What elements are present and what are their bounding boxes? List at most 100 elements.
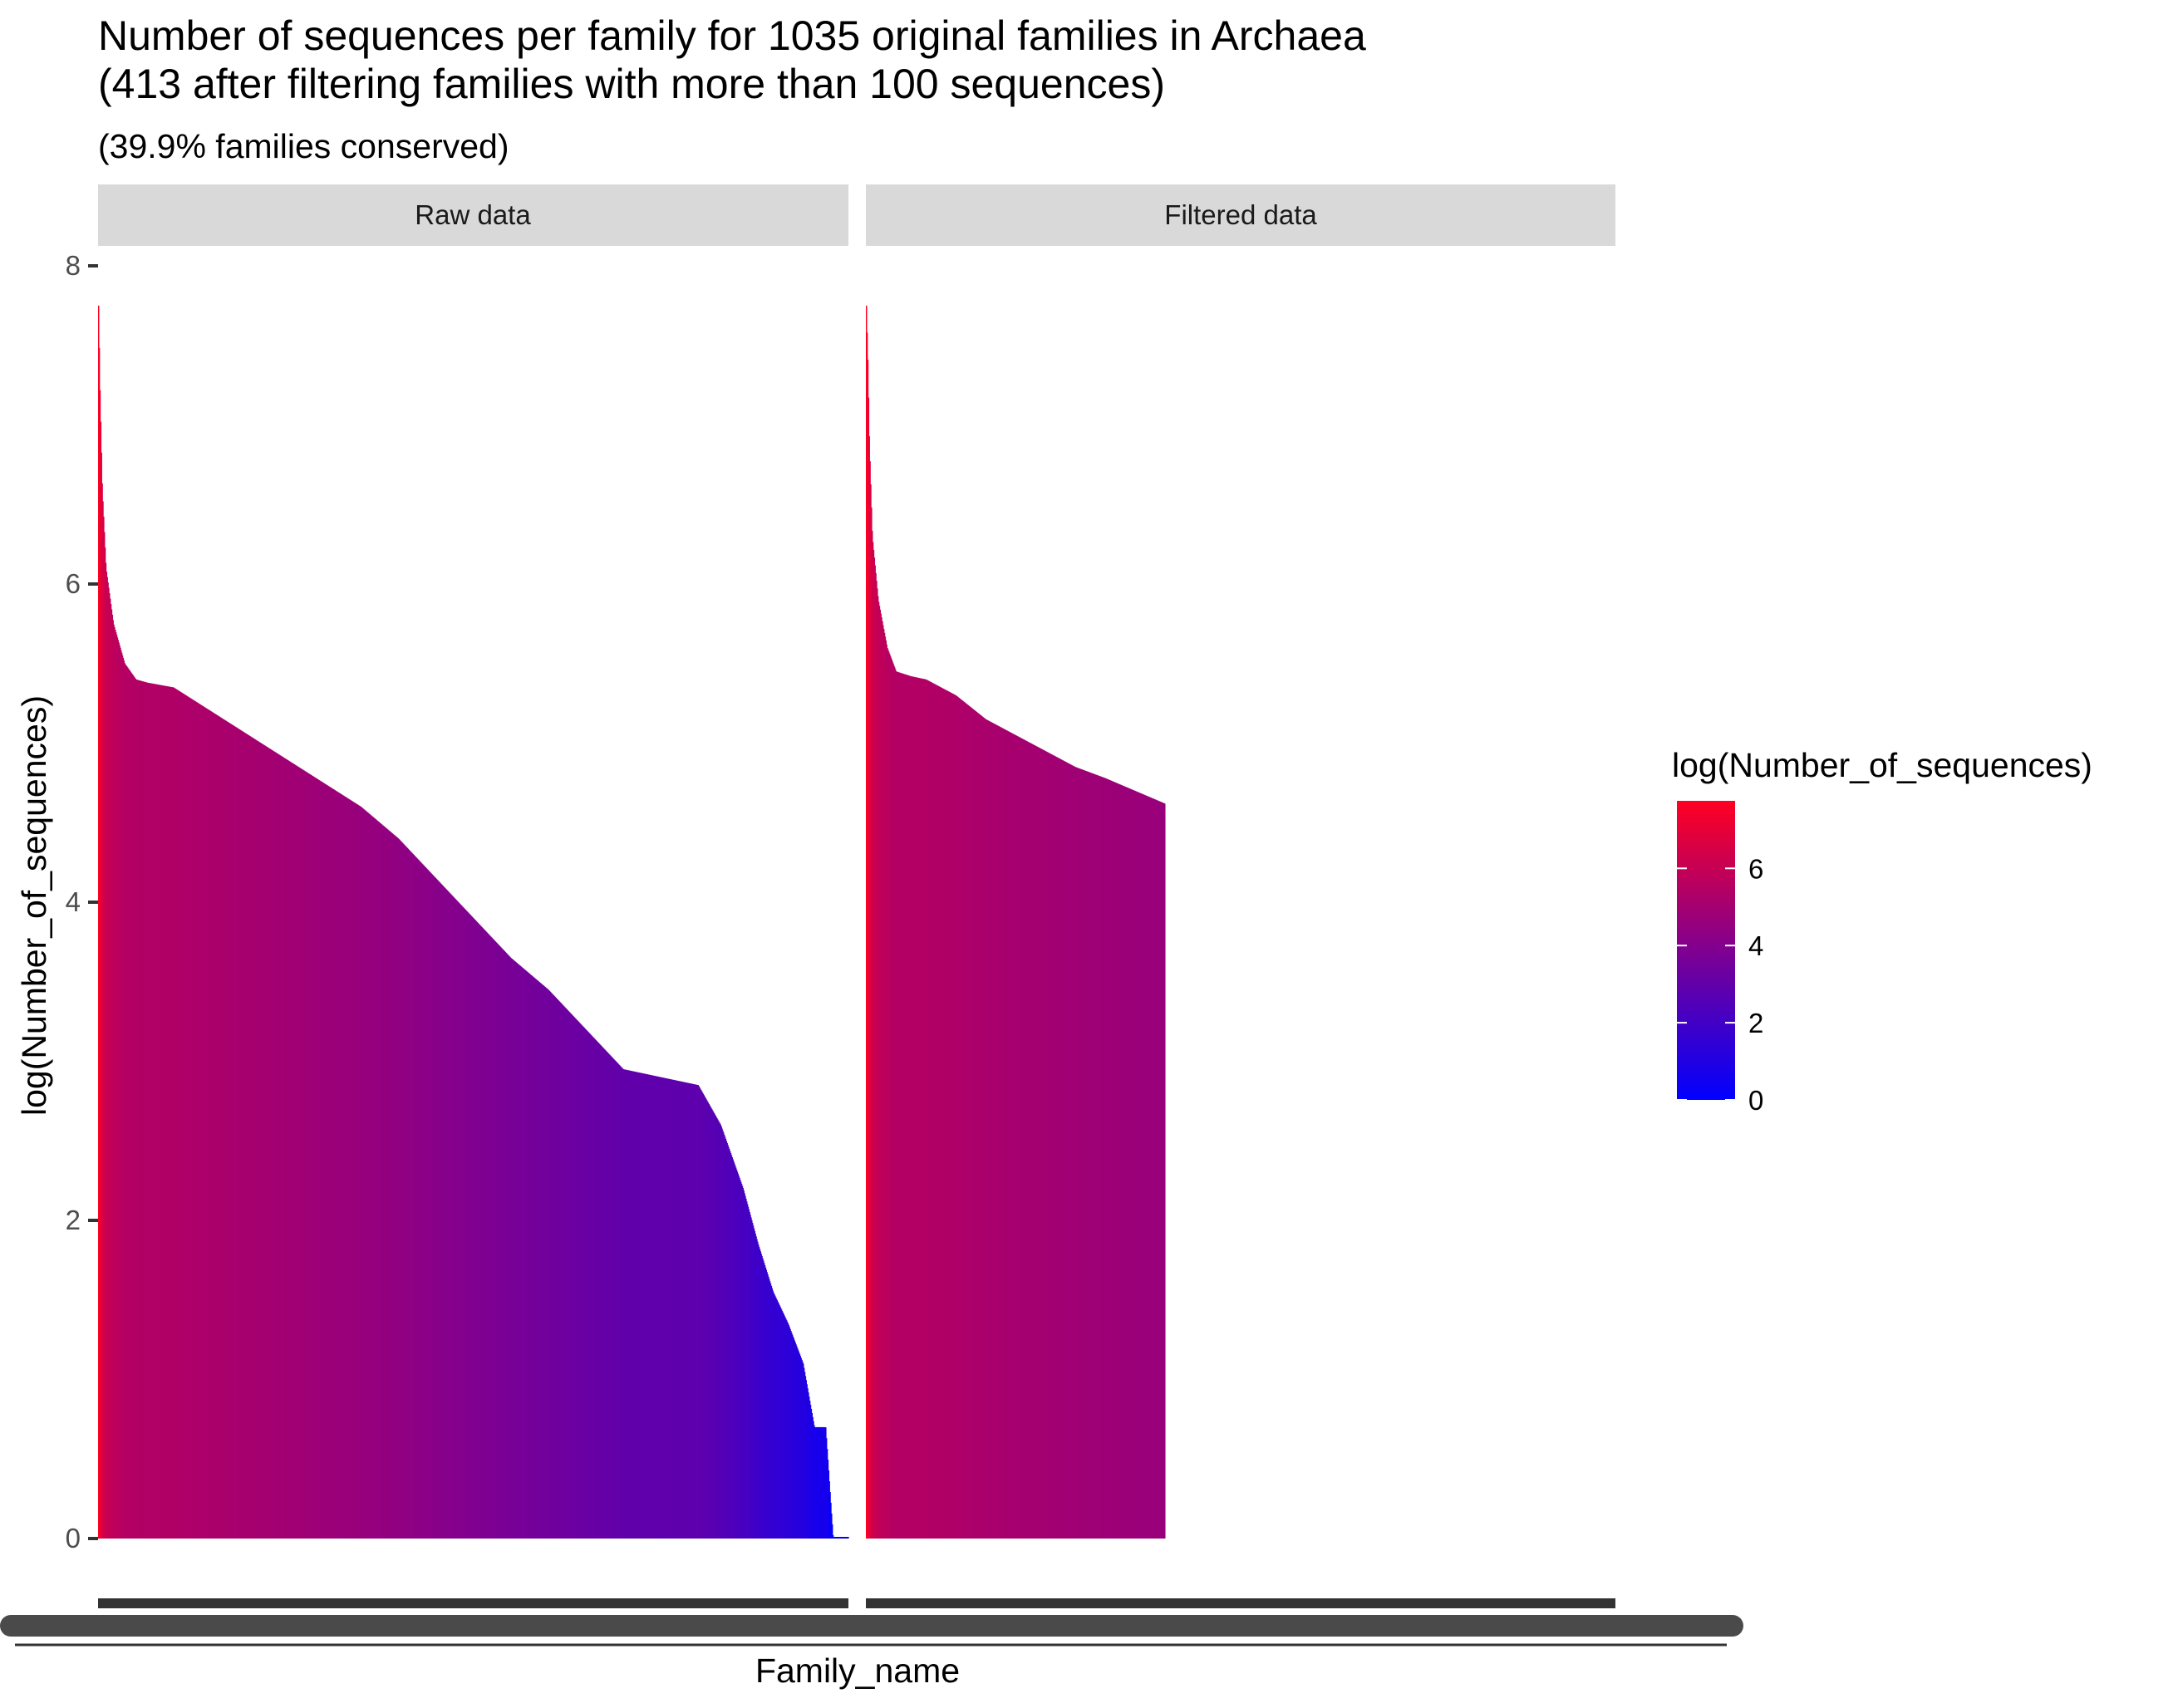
bar-raw-109 (176, 690, 178, 1539)
bar-filtered-31 (887, 650, 889, 1539)
bar-raw-46 (130, 672, 132, 1539)
bar-raw-647 (566, 1009, 568, 1539)
bar-raw-941 (779, 1306, 781, 1539)
bar-raw-477 (443, 886, 445, 1539)
bar-raw-738 (632, 1071, 634, 1539)
bar-raw-661 (576, 1020, 578, 1539)
bar-raw-997 (819, 1426, 822, 1539)
bar-raw-717 (617, 1063, 619, 1539)
bar-filtered-318 (1095, 774, 1097, 1539)
bar-filtered-81 (923, 679, 926, 1539)
bar-raw-589 (524, 969, 526, 1539)
bar-raw-428 (407, 848, 410, 1539)
bar-raw-63 (143, 681, 145, 1539)
bar-raw-180 (228, 722, 229, 1539)
bar-raw-548 (494, 940, 496, 1539)
bar-raw-416 (399, 839, 401, 1539)
bar-raw-382 (374, 818, 376, 1539)
bar-raw-53 (135, 679, 137, 1539)
bar-raw-527 (479, 925, 481, 1539)
bar-raw-175 (224, 719, 226, 1539)
bar-raw-108 (175, 689, 177, 1539)
bar-raw-168 (219, 716, 221, 1539)
bar-filtered-403 (1157, 800, 1158, 1539)
bar-filtered-11 (873, 549, 875, 1539)
bar-raw-387 (377, 821, 380, 1539)
bar-filtered-268 (1059, 758, 1061, 1539)
bar-raw-266 (290, 762, 292, 1539)
chart-subtitle: (39.9% families conserved) (98, 127, 509, 165)
bar-raw-602 (533, 977, 535, 1539)
bar-raw-265 (289, 761, 291, 1539)
bar-filtered-95 (933, 684, 936, 1539)
bar-raw-230 (263, 745, 266, 1539)
bar-raw-767 (653, 1075, 655, 1539)
bar-raw-489 (451, 896, 454, 1539)
bar-raw-422 (403, 844, 405, 1539)
bar-raw-545 (492, 939, 494, 1539)
bar-filtered-123 (954, 694, 956, 1539)
bar-raw-657 (573, 1017, 575, 1539)
bar-raw-727 (624, 1069, 626, 1539)
bar-filtered-212 (1018, 737, 1020, 1539)
chart-title-line-2: (413 after filtering families with more … (98, 61, 1165, 107)
legend-title: log(Number_of_sequences) (1672, 746, 2092, 784)
bar-filtered-68 (914, 677, 916, 1539)
bar-raw-951 (786, 1322, 789, 1539)
bar-raw-950 (785, 1320, 788, 1539)
bar-raw-35 (122, 657, 125, 1539)
bar-filtered-144 (969, 706, 971, 1539)
bar-raw-315 (325, 784, 327, 1539)
bar-raw-868 (726, 1142, 728, 1539)
bar-raw-816 (689, 1082, 691, 1539)
bar-filtered-242 (1040, 748, 1042, 1539)
bar-raw-234 (267, 747, 268, 1539)
bar-raw-531 (482, 928, 484, 1539)
bar-raw-765 (651, 1075, 654, 1539)
bar-raw-558 (501, 949, 504, 1539)
bar-filtered-319 (1096, 774, 1098, 1539)
bar-raw-895 (745, 1201, 748, 1539)
bar-filtered-58 (907, 675, 909, 1539)
bar-raw-210 (249, 736, 251, 1539)
bar-raw-243 (273, 751, 275, 1539)
bar-filtered-194 (1005, 729, 1007, 1539)
bar-raw-855 (717, 1119, 719, 1539)
bar-raw-98 (168, 686, 170, 1539)
bar-raw-654 (571, 1014, 573, 1539)
bar-raw-150 (206, 708, 208, 1539)
bar-raw-205 (245, 734, 248, 1539)
bar-raw-177 (225, 720, 228, 1539)
bar-filtered-29 (886, 644, 887, 1539)
bar-raw-586 (522, 968, 524, 1539)
bar-filtered-51 (902, 673, 904, 1539)
bar-raw-561 (504, 950, 506, 1539)
bar-raw-403 (389, 831, 391, 1539)
bar-raw-617 (544, 987, 546, 1539)
bar-raw-965 (797, 1347, 799, 1539)
bar-raw-231 (264, 745, 267, 1539)
bar-raw-982 (809, 1401, 811, 1539)
bar-raw-495 (456, 900, 458, 1539)
bar-raw-626 (551, 993, 553, 1539)
bar-filtered-126 (956, 696, 958, 1539)
bar-raw-758 (646, 1074, 648, 1539)
bar-raw-1031 (844, 1537, 847, 1539)
bar-filtered-260 (1053, 755, 1055, 1539)
bar-filtered-323 (1099, 776, 1101, 1539)
bar-filtered-402 (1156, 800, 1158, 1539)
bar-raw-185 (231, 724, 233, 1539)
bar-raw-267 (291, 762, 293, 1539)
bar-raw-1 (98, 305, 100, 1539)
bar-filtered-114 (947, 691, 949, 1539)
bar-filtered-143 (968, 705, 971, 1539)
bar-raw-722 (621, 1067, 622, 1539)
bar-raw-149 (205, 708, 207, 1539)
bar-raw-991 (815, 1426, 818, 1539)
bar-raw-639 (560, 1003, 563, 1539)
bar-raw-522 (475, 920, 478, 1539)
bar-raw-172 (222, 719, 224, 1539)
bar-raw-759 (647, 1074, 649, 1539)
bar-filtered-340 (1111, 781, 1113, 1539)
bar-raw-746 (637, 1072, 640, 1539)
